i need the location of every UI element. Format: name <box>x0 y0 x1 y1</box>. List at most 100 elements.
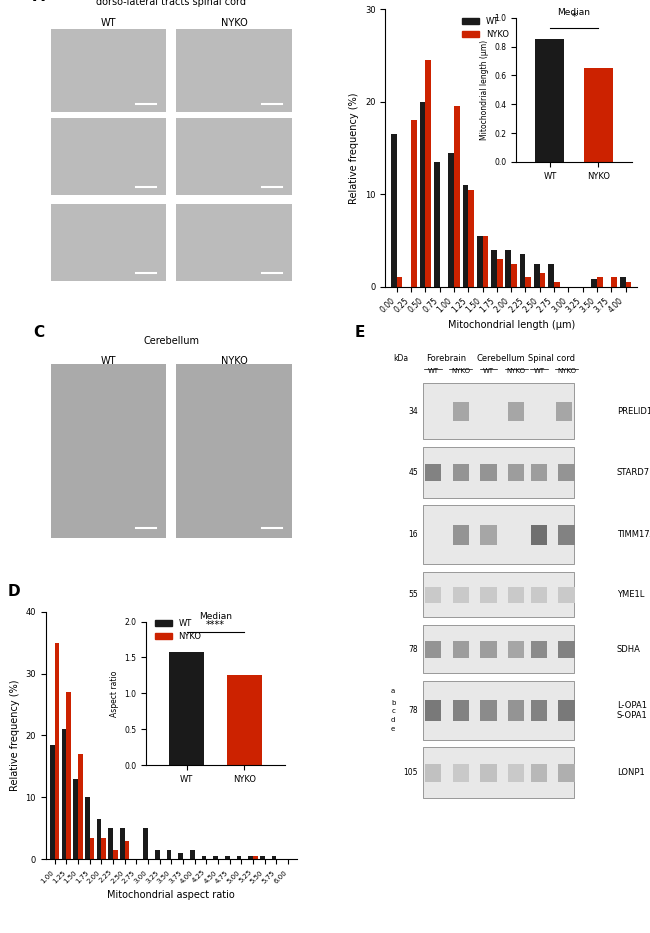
Bar <box>625 282 631 286</box>
FancyBboxPatch shape <box>558 764 575 782</box>
FancyBboxPatch shape <box>425 701 441 721</box>
FancyBboxPatch shape <box>176 118 292 195</box>
Text: E: E <box>355 325 365 340</box>
FancyBboxPatch shape <box>452 464 469 481</box>
Text: WT: WT <box>101 18 116 28</box>
Bar <box>90 838 94 859</box>
Bar <box>85 798 90 859</box>
Bar <box>66 692 71 859</box>
FancyBboxPatch shape <box>452 524 469 545</box>
X-axis label: Mitochondrial length (μm): Mitochondrial length (μm) <box>447 320 575 330</box>
Y-axis label: Relative frequency (%): Relative frequency (%) <box>350 92 359 203</box>
FancyBboxPatch shape <box>423 506 574 564</box>
Bar <box>260 856 265 859</box>
Text: SDHA: SDHA <box>617 645 641 654</box>
FancyBboxPatch shape <box>423 625 574 674</box>
FancyBboxPatch shape <box>530 587 547 603</box>
FancyBboxPatch shape <box>425 464 441 481</box>
Text: C: C <box>33 326 44 341</box>
Bar <box>525 277 531 286</box>
FancyBboxPatch shape <box>558 641 575 658</box>
FancyBboxPatch shape <box>480 464 497 481</box>
Bar <box>248 856 253 859</box>
Bar <box>477 236 482 286</box>
Text: TIMM17A: TIMM17A <box>617 530 650 539</box>
Text: WT: WT <box>428 368 439 374</box>
Bar <box>62 730 66 859</box>
Text: dorso-lateral tracts spinal cord: dorso-lateral tracts spinal cord <box>96 0 246 7</box>
Legend: WT, NYKO: WT, NYKO <box>152 616 205 645</box>
Text: 16: 16 <box>408 530 418 539</box>
FancyBboxPatch shape <box>508 764 525 782</box>
Bar <box>50 745 55 859</box>
FancyBboxPatch shape <box>480 701 497 721</box>
FancyBboxPatch shape <box>508 641 525 658</box>
Bar <box>534 264 540 286</box>
FancyBboxPatch shape <box>508 402 525 422</box>
Bar <box>520 255 525 286</box>
Text: Forebrain: Forebrain <box>426 354 466 363</box>
Bar <box>155 850 160 859</box>
FancyBboxPatch shape <box>480 641 497 658</box>
Bar <box>97 819 101 859</box>
Text: Cerebellum: Cerebellum <box>476 354 525 363</box>
FancyBboxPatch shape <box>176 364 292 538</box>
Bar <box>202 856 206 859</box>
Text: kDa: kDa <box>393 354 408 363</box>
Bar <box>101 838 106 859</box>
FancyBboxPatch shape <box>176 29 292 112</box>
Bar <box>434 162 439 286</box>
Text: 55: 55 <box>408 590 418 599</box>
Legend: WT, NYKO: WT, NYKO <box>459 13 512 42</box>
Bar <box>55 643 60 859</box>
FancyBboxPatch shape <box>51 203 166 281</box>
Text: WT: WT <box>483 368 494 374</box>
Bar <box>391 134 396 286</box>
Bar <box>425 61 431 286</box>
FancyBboxPatch shape <box>423 747 574 799</box>
FancyBboxPatch shape <box>530 464 547 481</box>
Bar <box>178 853 183 859</box>
FancyBboxPatch shape <box>508 587 525 603</box>
Bar <box>549 264 554 286</box>
Text: c: c <box>391 708 395 715</box>
Text: a: a <box>391 688 395 694</box>
FancyBboxPatch shape <box>558 587 575 603</box>
Bar <box>144 829 148 859</box>
Text: d: d <box>391 717 395 723</box>
Text: Cerebellum: Cerebellum <box>144 336 200 346</box>
Bar <box>213 856 218 859</box>
Bar <box>396 277 402 286</box>
Bar <box>491 250 497 286</box>
FancyBboxPatch shape <box>423 572 574 618</box>
Bar <box>592 279 597 286</box>
FancyBboxPatch shape <box>423 681 574 740</box>
Text: WT: WT <box>533 368 545 374</box>
FancyBboxPatch shape <box>452 764 469 782</box>
FancyBboxPatch shape <box>51 118 166 195</box>
Text: PRELID1: PRELID1 <box>617 407 650 416</box>
Text: D: D <box>8 584 20 599</box>
FancyBboxPatch shape <box>530 701 547 721</box>
FancyBboxPatch shape <box>558 464 575 481</box>
FancyBboxPatch shape <box>425 641 441 658</box>
Bar <box>420 102 425 286</box>
Bar <box>611 277 617 286</box>
Text: NYKO: NYKO <box>221 18 248 28</box>
FancyBboxPatch shape <box>176 203 292 281</box>
Text: LONP1: LONP1 <box>617 768 645 777</box>
Bar <box>272 856 276 859</box>
FancyBboxPatch shape <box>452 402 469 422</box>
Bar <box>620 277 625 286</box>
Y-axis label: Relative frequency (%): Relative frequency (%) <box>10 680 20 791</box>
Text: YME1L: YME1L <box>617 590 644 599</box>
Bar <box>109 829 113 859</box>
FancyBboxPatch shape <box>425 587 441 603</box>
Bar <box>411 120 417 286</box>
FancyBboxPatch shape <box>425 764 441 782</box>
Bar <box>511 264 517 286</box>
Bar <box>253 856 257 859</box>
Bar <box>78 754 83 859</box>
Text: b: b <box>391 700 395 705</box>
Text: 45: 45 <box>408 467 418 477</box>
